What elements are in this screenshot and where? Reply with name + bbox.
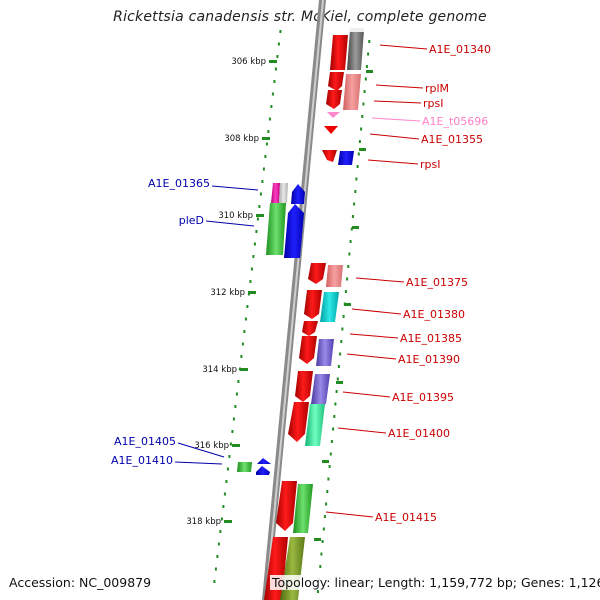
gene-arrow-A1E_01375[interactable] — [308, 263, 326, 284]
scale-label: 314 kbp — [202, 365, 237, 375]
right-tick — [352, 226, 359, 229]
scale-ruler: 306 kbp 308 kbp 310 kbp 312 kbp 314 kbp 316 k… — [186, 57, 277, 527]
feature-A1E_01365 — [271, 183, 280, 203]
backbone-highlight — [265, 0, 324, 600]
scale-tick — [248, 291, 256, 294]
scale-tick — [262, 137, 270, 140]
feature-pleD — [266, 203, 286, 255]
scale-label: 318 kbp — [186, 517, 221, 527]
feature-A1E_01415 — [293, 484, 313, 533]
feature-A1E_t05696 — [327, 112, 340, 118]
gene-arrow-A1E_01340[interactable] — [330, 35, 348, 70]
right-tick — [322, 460, 329, 463]
gene-label-A1E_01400[interactable]: A1E_01400 — [388, 427, 450, 440]
gene-arrow-rplM[interactable] — [328, 72, 344, 91]
gene-label-A1E_01365[interactable]: A1E_01365 — [148, 177, 210, 190]
right-tick — [336, 381, 343, 384]
gene-arrow-A1E_01390[interactable] — [299, 336, 317, 364]
gene-label-A1E_t05696[interactable]: A1E_t05696 — [422, 115, 488, 128]
feature-A1E_01375 — [326, 265, 343, 287]
feature-rpsI-2 — [338, 151, 354, 165]
gene-label-A1E_01405[interactable]: A1E_01405 — [114, 435, 176, 448]
gene-label-pleD[interactable]: pleD — [179, 214, 204, 227]
scale-label: 306 kbp — [231, 57, 266, 67]
accession-label: Accession: NC_009879 — [9, 575, 152, 590]
gene-arrow-rpsI-2[interactable] — [322, 150, 337, 162]
gene-label-A1E_01385[interactable]: A1E_01385 — [400, 332, 462, 345]
dotted-guide-tracks — [213, 30, 371, 593]
gene-arrow-A1E_01400[interactable] — [288, 402, 309, 442]
right-tick — [359, 148, 366, 151]
gene-arrow-pleD[interactable] — [284, 204, 304, 258]
dotted-track-right — [316, 40, 371, 593]
gene-arrow-A1E_01355[interactable] — [324, 126, 338, 134]
gene-label-A1E_01380[interactable]: A1E_01380 — [403, 308, 465, 321]
feature-A1E_01380 — [320, 292, 339, 322]
feature-A1E_01340 — [347, 30, 364, 70]
gene-label-A1E_01415[interactable]: A1E_01415 — [375, 511, 437, 524]
feature-A1E_01410 — [237, 462, 252, 472]
scale-tick — [269, 60, 277, 63]
gene-label-A1E_01390[interactable]: A1E_01390 — [398, 353, 460, 366]
gene-label-rpsI-2[interactable]: rpsI — [420, 158, 440, 171]
genome-backbone — [262, 0, 326, 600]
gene-label-A1E_01340[interactable]: A1E_01340 — [429, 43, 491, 56]
feature-rplM — [343, 74, 361, 110]
feature-A1E_01340-cap — [350, 28, 364, 32]
scale-tick — [256, 214, 264, 217]
gene-label-A1E_01395[interactable]: A1E_01395 — [392, 391, 454, 404]
scale-tick — [240, 368, 248, 371]
gene-arrow-A1E_01415[interactable] — [276, 481, 297, 531]
map-title: Rickettsia canadensis str. McKiel, compl… — [113, 9, 487, 25]
gene-arrow-A1E_01380[interactable] — [304, 290, 322, 319]
feature-A1E_01390 — [316, 339, 334, 366]
right-tick — [344, 303, 351, 306]
gene-arrow-A1E_01395[interactable] — [295, 371, 313, 402]
scale-label: 316 kbp — [194, 441, 229, 451]
gene-arrow-rpsI-1[interactable] — [326, 90, 342, 109]
feature-A1E_01395 — [311, 374, 330, 404]
scale-tick — [232, 444, 240, 447]
right-tick — [366, 70, 373, 73]
topology-summary: Topology: linear; Length: 1,159,772 bp; … — [270, 575, 600, 590]
scale-tick — [224, 520, 232, 523]
scale-label: 312 kbp — [210, 288, 245, 298]
gene-label-A1E_01355[interactable]: A1E_01355 — [421, 133, 483, 146]
gene-arrow-A1E_01385[interactable] — [302, 321, 318, 336]
dotted-track-left — [213, 30, 282, 583]
gene-arrow-A1E_01405[interactable] — [257, 458, 271, 464]
gene-arrow-A1E_01410[interactable] — [256, 466, 270, 475]
reverse-feature-track — [237, 183, 305, 475]
feature-A1E_01400 — [305, 404, 325, 446]
right-tick — [314, 538, 321, 541]
scale-label: 308 kbp — [224, 134, 259, 144]
gene-arrow-A1E_01365[interactable] — [291, 184, 305, 204]
scale-label: 310 kbp — [218, 211, 253, 221]
gene-label-rpsI-1[interactable]: rpsI — [423, 97, 443, 110]
feature-A1E_01365-b — [279, 183, 288, 203]
gene-label-A1E_01410[interactable]: A1E_01410 — [111, 454, 173, 467]
gene-label-A1E_01375[interactable]: A1E_01375 — [406, 276, 468, 289]
gene-label-rplM[interactable]: rplM — [425, 82, 449, 95]
right-track-ticks — [314, 70, 373, 541]
gene-callouts: A1E_01340 rplM rpsI A1E_t05696 A1E_01355… — [111, 43, 491, 524]
